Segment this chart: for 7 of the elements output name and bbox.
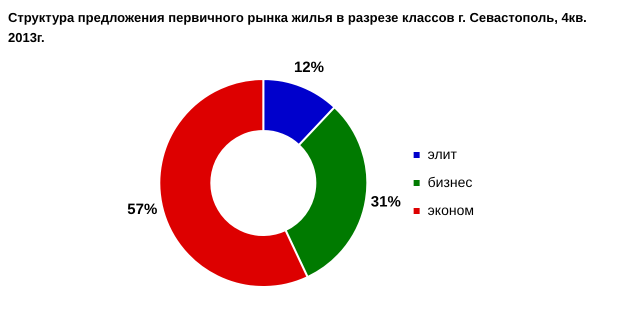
legend-label: элит xyxy=(428,146,458,162)
chart-title: Структура предложения первичного рынка жилья в разрезе классов г. Севастополь, 4кв. 2013г. xyxy=(8,9,588,47)
data-label: 31% xyxy=(370,194,401,211)
data-label: 12% xyxy=(294,58,324,76)
data-label: 57% xyxy=(127,201,158,218)
legend-label: бизнес xyxy=(428,174,472,190)
legend-label: эконом xyxy=(428,202,474,218)
